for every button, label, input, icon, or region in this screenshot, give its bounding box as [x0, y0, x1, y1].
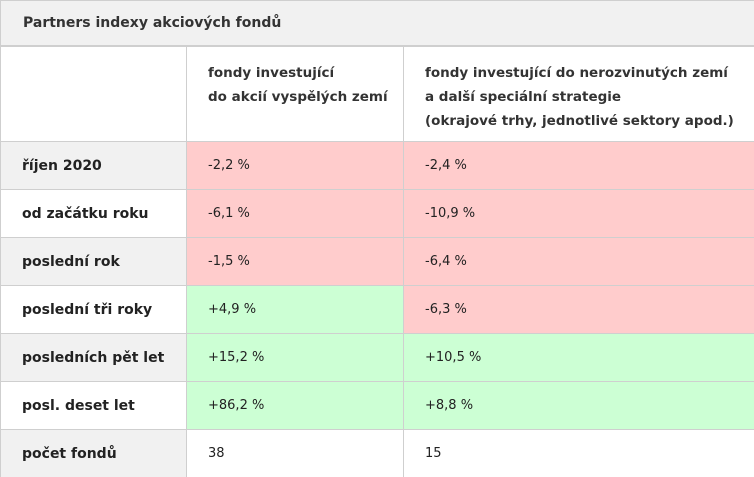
table-row: poslední rok -1,5 % -6,4 % [0, 237, 754, 286]
header-developed-markets: fondy investující do akcií vyspělých zem… [186, 46, 404, 142]
emerging-value: +10,5 % [403, 333, 754, 382]
row-label: posledních pět let [0, 333, 187, 382]
developed-value: 38 [186, 429, 404, 477]
developed-value: +4,9 % [186, 285, 404, 334]
developed-value: -2,2 % [186, 141, 404, 190]
table-row: poslední tři roky +4,9 % -6,3 % [0, 285, 754, 334]
header-emerging-line-3: (okrajové trhy, jednotlivé sektory apod.… [425, 113, 734, 129]
table-header-row: fondy investující do akcií vyspělých zem… [0, 46, 754, 142]
table-title: Partners indexy akciových fondů [0, 0, 754, 46]
developed-value: -1,5 % [186, 237, 404, 286]
row-label: poslední rok [0, 237, 187, 286]
table-row: počet fondů 38 15 [0, 429, 754, 477]
header-developed-line-1: fondy investující [208, 65, 335, 81]
header-emerging-line-2: a další speciální strategie [425, 89, 622, 105]
table-row: posledních pět let +15,2 % +10,5 % [0, 333, 754, 382]
emerging-value: -6,4 % [403, 237, 754, 286]
header-developed-line-2: do akcií vyspělých zemí [208, 89, 388, 105]
emerging-value: -10,9 % [403, 189, 754, 238]
row-label: počet fondů [0, 429, 187, 477]
header-emerging-markets: fondy investující do nerozvinutých zemí … [403, 46, 754, 142]
developed-value: +86,2 % [186, 381, 404, 430]
row-label: od začátku roku [0, 189, 187, 238]
emerging-value: 15 [403, 429, 754, 477]
fund-index-table: fondy investující do akcií vyspělých zem… [0, 46, 754, 477]
developed-value: -6,1 % [186, 189, 404, 238]
emerging-value: -2,4 % [403, 141, 754, 190]
table-row: od začátku roku -6,1 % -10,9 % [0, 189, 754, 238]
table-row: posl. deset let +86,2 % +8,8 % [0, 381, 754, 430]
table-row: říjen 2020 -2,2 % -2,4 % [0, 141, 754, 190]
developed-value: +15,2 % [186, 333, 404, 382]
emerging-value: -6,3 % [403, 285, 754, 334]
row-label: poslední tři roky [0, 285, 187, 334]
header-empty-cell [0, 46, 187, 142]
row-label: říjen 2020 [0, 141, 187, 190]
row-label: posl. deset let [0, 381, 187, 430]
header-emerging-line-1: fondy investující do nerozvinutých zemí [425, 65, 728, 81]
emerging-value: +8,8 % [403, 381, 754, 430]
